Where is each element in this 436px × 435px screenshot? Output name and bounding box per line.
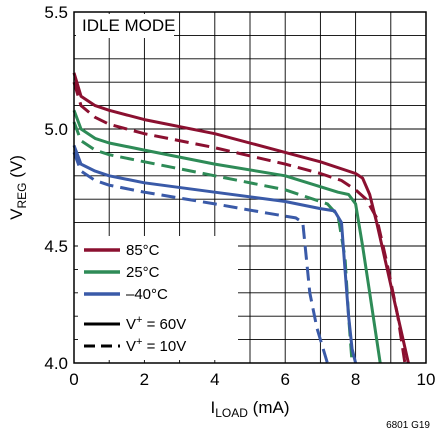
y-axis-label: VREG (V) (7, 155, 29, 220)
y-tick-label: 4.0 (44, 354, 68, 373)
legend-label-value: = 60V (142, 316, 186, 333)
x-tick-label: 2 (140, 370, 149, 389)
x-axis-label-main: I (211, 398, 216, 417)
y-axis-label-main: V (7, 208, 26, 220)
series-line (72, 109, 382, 364)
y-tick-label: 5.5 (44, 3, 68, 22)
legend-label-value: = 10V (142, 338, 186, 355)
idle-mode-label: IDLE MODE (82, 16, 176, 35)
plot-frame (73, 11, 427, 364)
x-tick-label: 8 (351, 370, 360, 389)
legend-label-main: V (126, 338, 136, 355)
y-axis-label-unit: (V) (7, 155, 26, 182)
legend-label-superscript: + (136, 314, 142, 326)
legend-label: V+ = 60V (126, 314, 186, 333)
legend-label-main: V (126, 316, 136, 333)
series-line (72, 81, 407, 364)
figure-id-label: 6801 G19 (386, 420, 430, 431)
legend-label: 25°C (126, 264, 160, 281)
x-tick-labels: 0 2 4 6 8 10 (69, 370, 435, 389)
x-axis-label-unit: (mA) (248, 398, 290, 417)
legend-label-superscript: + (136, 336, 142, 348)
x-tick-label: 6 (280, 370, 289, 389)
legend-label: 85°C (126, 242, 160, 259)
idle-mode-label-background (76, 14, 174, 38)
x-axis-label: ILOAD (mA) (211, 398, 290, 420)
x-tick-label: 4 (210, 370, 219, 389)
y-tick-labels: 4.0 4.5 5.0 5.5 (44, 3, 68, 373)
y-axis-label-subscript: REG (15, 183, 29, 209)
x-tick-label: 10 (417, 370, 436, 389)
x-axis-label-subscript: LOAD (215, 406, 248, 420)
series-layer (72, 72, 410, 364)
legend-label: V+ = 10V (126, 336, 186, 355)
legend-background (78, 236, 238, 360)
x-tick-label: 0 (69, 370, 78, 389)
series-line (72, 144, 358, 364)
y-tick-label: 4.5 (44, 237, 68, 256)
y-tick-label: 5.0 (44, 120, 68, 139)
legend-label: –40°C (126, 286, 168, 303)
